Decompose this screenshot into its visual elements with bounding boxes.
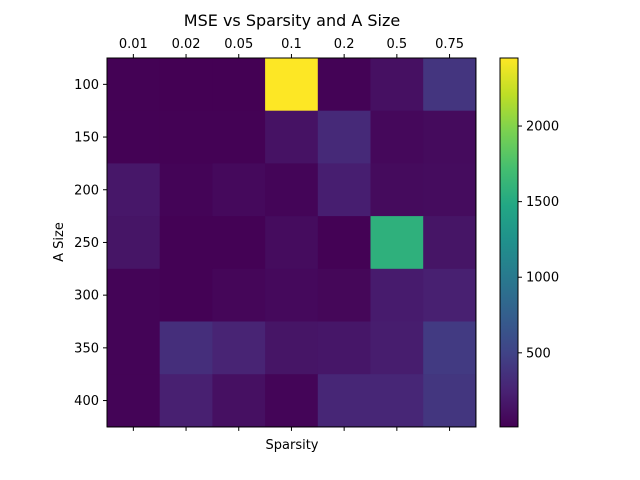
colorbar-tick-label: 1500 [526, 195, 559, 210]
heatmap-cell [212, 374, 266, 428]
heatmap-cell [423, 321, 477, 375]
heatmap-cell [370, 374, 424, 428]
heatmap-cell [423, 110, 477, 164]
heatmap-cell [159, 110, 213, 164]
heatmap-cell [159, 321, 213, 375]
heatmap-cell [107, 216, 161, 270]
y-ticks: 100 150 200 250 300 350 400 [74, 78, 107, 409]
heatmap-cell [265, 374, 319, 428]
heatmap-cell [370, 58, 424, 112]
y-tick-label: 300 [74, 289, 99, 304]
colorbar-ticks: 500 1000 1500 2000 [518, 120, 559, 361]
x-ticks: 0.01 0.02 0.05 0.1 0.2 0.5 0.75 [119, 37, 464, 431]
x-tick-label: 0.2 [334, 37, 355, 52]
heatmap-cell [107, 110, 161, 164]
heatmap-cell [370, 110, 424, 164]
heatmap-cell [265, 321, 319, 375]
y-axis-label: A Size [52, 222, 67, 262]
heatmap-cell [370, 268, 424, 323]
y-tick-label: 100 [74, 78, 99, 93]
y-tick-label: 350 [74, 341, 99, 356]
heatmap-cell [159, 268, 213, 323]
y-tick-label: 200 [74, 183, 99, 198]
colorbar [499, 57, 519, 428]
heatmap-cell [159, 163, 213, 217]
heatmap-cell [212, 216, 266, 270]
chart-title: MSE vs Sparsity and A Size [184, 11, 400, 30]
heatmap-cell [107, 58, 161, 112]
heatmap-cell [212, 58, 266, 112]
x-tick-label: 0.75 [435, 37, 464, 52]
heatmap-cell [370, 321, 424, 375]
heatmap-cell [265, 163, 319, 217]
heatmap-cell [423, 216, 477, 270]
heatmap-cell [107, 321, 161, 375]
heatmap-cell [212, 110, 266, 164]
heatmap-cell [317, 163, 372, 217]
heatmap-cell [423, 58, 477, 112]
x-tick-label: 0.5 [387, 37, 408, 52]
y-tick-label: 250 [74, 236, 99, 251]
heatmap-cell [317, 374, 372, 428]
heatmap-cell [370, 163, 424, 217]
heatmap-cell [423, 374, 477, 428]
heatmap-cell [159, 216, 213, 270]
heatmap-cell [370, 216, 424, 270]
x-tick-label: 0.1 [281, 37, 302, 52]
x-tick-label: 0.01 [119, 37, 148, 52]
colorbar-tick-label: 500 [526, 346, 551, 361]
y-tick-label: 150 [74, 131, 99, 146]
heatmap-cell [317, 58, 372, 112]
heatmap-cell [317, 110, 372, 164]
heatmap-cells [107, 58, 477, 428]
heatmap-cell [107, 163, 161, 217]
heatmap-cell [265, 216, 319, 270]
heatmap-cell [317, 321, 372, 375]
heatmap-cell [265, 58, 319, 112]
heatmap-cell [212, 268, 266, 323]
y-tick-label: 400 [74, 394, 99, 409]
heatmap-cell [317, 216, 372, 270]
plot-frame [106, 57, 477, 428]
heatmap-cell [212, 321, 266, 375]
heatmap-cell [159, 58, 213, 112]
colorbar-tick-label: 2000 [526, 120, 559, 135]
x-tick-label: 0.02 [172, 37, 201, 52]
heatmap-cell [265, 268, 319, 323]
heatmap-cell [423, 163, 477, 217]
colorbar-tick-label: 1000 [526, 271, 559, 286]
heatmap-cell [212, 163, 266, 217]
heatmap-cell [159, 374, 213, 428]
heatmap-cell [107, 268, 161, 323]
heatmap-cell [107, 374, 161, 428]
heatmap-cell [265, 110, 319, 164]
heatmap-cell [423, 268, 477, 323]
heatmap-cell [317, 268, 372, 323]
x-tick-label: 0.05 [224, 37, 253, 52]
x-axis-label: Sparsity [266, 438, 319, 453]
